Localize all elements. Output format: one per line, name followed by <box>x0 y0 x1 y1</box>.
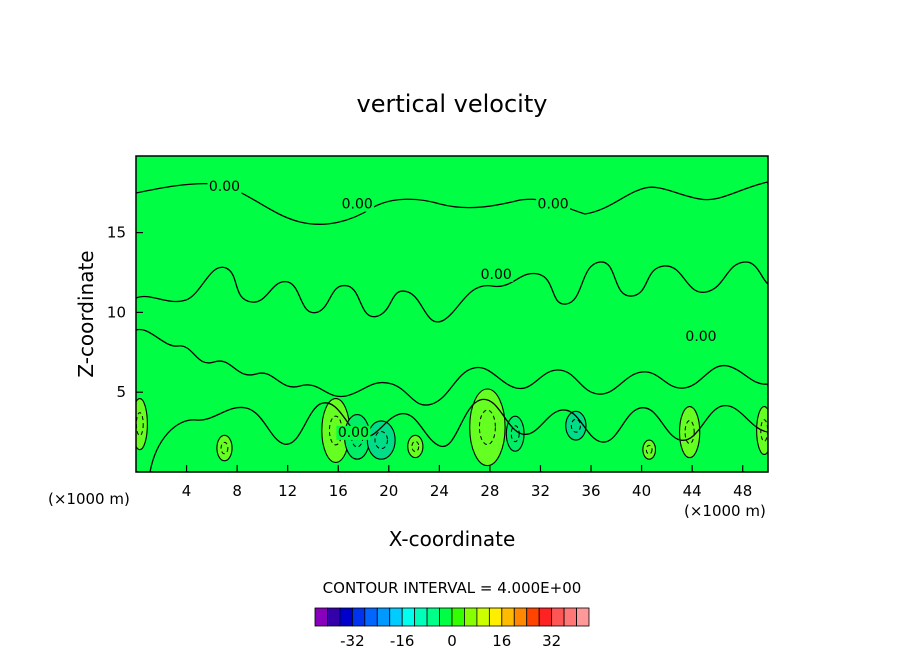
contour-region-inner <box>570 418 581 433</box>
contour-label-bg <box>684 330 719 345</box>
x-tick-label: 8 <box>232 482 242 500</box>
x-axis-title: X-coordinate <box>389 527 516 551</box>
x-tick-label: 20 <box>379 482 398 500</box>
zero-contour-middle <box>136 261 768 323</box>
y-tick-label: 15 <box>107 224 126 242</box>
contour-lines-layer <box>136 181 768 472</box>
contour-label: 0.00 <box>685 329 716 345</box>
colorbar-swatch <box>563 607 577 627</box>
x-tick-label: 36 <box>581 482 600 500</box>
contour-label-bg <box>336 425 371 440</box>
colorbar-swatch <box>538 607 553 627</box>
colorbar-swatch <box>513 607 528 627</box>
colorbar: -32 -16 0 16 32 <box>314 607 590 650</box>
colorbar-swatch <box>364 607 378 627</box>
chart-title: vertical velocity <box>357 90 548 118</box>
contour-region <box>407 434 424 459</box>
contour-region <box>642 439 657 460</box>
contour-label-bg <box>536 197 571 212</box>
x-tick-label: 4 <box>182 482 192 500</box>
colorbar-swatch <box>464 607 478 627</box>
contour-region-inner <box>411 440 420 452</box>
contour-region-inner <box>645 444 653 455</box>
y-tick-label: 10 <box>107 303 126 321</box>
colorbar-tick-label: 32 <box>542 632 561 650</box>
contour-region-inner <box>374 430 388 450</box>
contour-interval-text: CONTOUR INTERVAL = 4.000E+00 <box>323 579 582 597</box>
contour-label: 0.00 <box>209 179 240 195</box>
zero-contour-bottom <box>149 398 768 472</box>
colorbar-tick-label: 16 <box>492 632 511 650</box>
x-tick-label: 28 <box>480 482 499 500</box>
contour-region-inner <box>220 441 229 455</box>
colorbar-swatch <box>327 607 341 627</box>
colorbar-swatch <box>426 607 440 627</box>
colorbar-swatch <box>401 607 416 627</box>
contour-region <box>469 388 506 467</box>
x-tick-label: 16 <box>329 482 348 500</box>
colorbar-swatch <box>576 607 590 627</box>
contour-label: 0.00 <box>481 267 512 283</box>
contour-region-inner <box>684 420 695 445</box>
colorbar-swatch <box>376 607 391 627</box>
colorbar-swatch <box>351 607 366 627</box>
y-axis: 5 10 15 <box>107 224 143 401</box>
colorbar-swatch <box>526 607 540 627</box>
contour-region <box>216 434 233 462</box>
colorbar-swatch <box>488 607 503 627</box>
contour-region <box>366 420 396 460</box>
colorbar-swatch <box>451 607 465 627</box>
contour-label-bg <box>479 267 514 282</box>
contour-label: 0.00 <box>338 425 369 441</box>
contour-region <box>565 410 587 441</box>
contour-region-inner <box>510 425 520 443</box>
colorbar-swatch <box>414 607 428 627</box>
contour-labels: 0.00 0.00 0.00 0.00 0.00 0.00 <box>207 179 719 441</box>
colorbar-swatch <box>501 607 515 627</box>
y-tick-label: 5 <box>116 383 126 401</box>
colorbar-tick-label: -16 <box>390 632 415 650</box>
colorbar-swatch <box>551 607 565 627</box>
contour-region-inner <box>478 409 496 446</box>
plot-background <box>136 156 768 472</box>
x-tick-label: 24 <box>430 482 449 500</box>
contour-region <box>136 398 148 451</box>
x-tick-label: 32 <box>531 482 550 500</box>
colorbar-swatch <box>476 607 490 627</box>
y-unit-label: (×1000 m) <box>48 490 130 508</box>
contour-label: 0.00 <box>342 197 373 213</box>
x-unit-label: (×1000 m) <box>684 502 766 520</box>
zero-contour-upper <box>136 181 768 225</box>
colorbar-swatch <box>389 607 403 627</box>
x-tick-label: 44 <box>683 482 702 500</box>
colorbar-swatch <box>314 607 328 627</box>
contour-label-bg <box>207 180 242 195</box>
x-axis: 4 8 12 16 20 24 28 32 36 40 44 48 <box>182 465 752 500</box>
contour-region <box>678 406 701 459</box>
plot-area: 0.00 0.00 0.00 0.00 0.00 0.00 <box>135 155 769 473</box>
x-tick-label: 12 <box>278 482 297 500</box>
colorbar-swatch <box>339 607 353 627</box>
x-tick-label: 40 <box>632 482 651 500</box>
contour-label-bg <box>340 197 375 212</box>
colorbar-tick-label: 0 <box>447 632 457 650</box>
plot-frame <box>135 155 769 473</box>
colorbar-swatch <box>439 607 453 627</box>
y-axis-title: Z-coordinate <box>74 250 98 377</box>
x-tick-label: 48 <box>733 482 752 500</box>
zero-contour-lower <box>136 328 768 406</box>
contour-label: 0.00 <box>538 197 569 213</box>
colorbar-tick-label: -32 <box>340 632 365 650</box>
